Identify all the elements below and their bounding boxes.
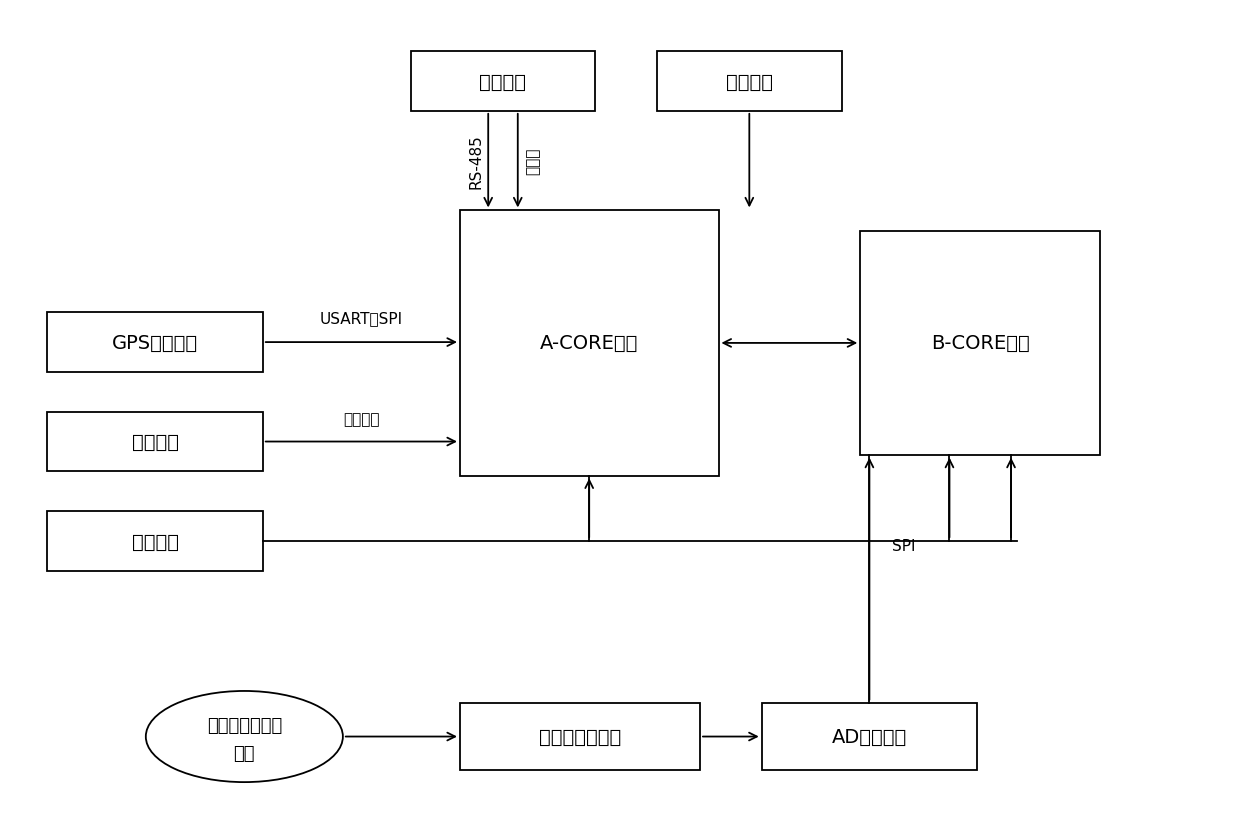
Text: 高低频混合实时: 高低频混合实时 [207, 716, 281, 734]
Bar [47, 412, 263, 472]
Text: 调试模块: 调试模块 [725, 73, 773, 91]
Bar [460, 704, 701, 770]
Text: 并行总线: 并行总线 [343, 412, 379, 427]
Bar [657, 52, 842, 112]
Bar [460, 211, 718, 476]
Text: 数据: 数据 [233, 744, 255, 762]
Text: USART或SPI: USART或SPI [320, 311, 403, 326]
Text: 电源模块: 电源模块 [131, 532, 179, 551]
Text: 通讯模块: 通讯模块 [480, 73, 527, 91]
Bar [47, 512, 263, 571]
Bar [761, 704, 977, 770]
Bar [861, 232, 1100, 456]
Text: 以太网: 以太网 [525, 148, 541, 175]
Text: SPI: SPI [892, 538, 915, 553]
Text: 传感器滤波电路: 传感器滤波电路 [539, 727, 621, 747]
Bar [410, 52, 595, 112]
Text: GPS校时模块: GPS校时模块 [112, 334, 198, 352]
Ellipse shape [146, 691, 343, 782]
Text: AD转换模块: AD转换模块 [832, 727, 906, 747]
Text: 存储模块: 存储模块 [131, 432, 179, 451]
Bar [47, 313, 263, 373]
Text: A-CORE模块: A-CORE模块 [541, 334, 639, 353]
Text: B-CORE模块: B-CORE模块 [931, 334, 1029, 353]
Text: RS-485: RS-485 [469, 134, 484, 189]
